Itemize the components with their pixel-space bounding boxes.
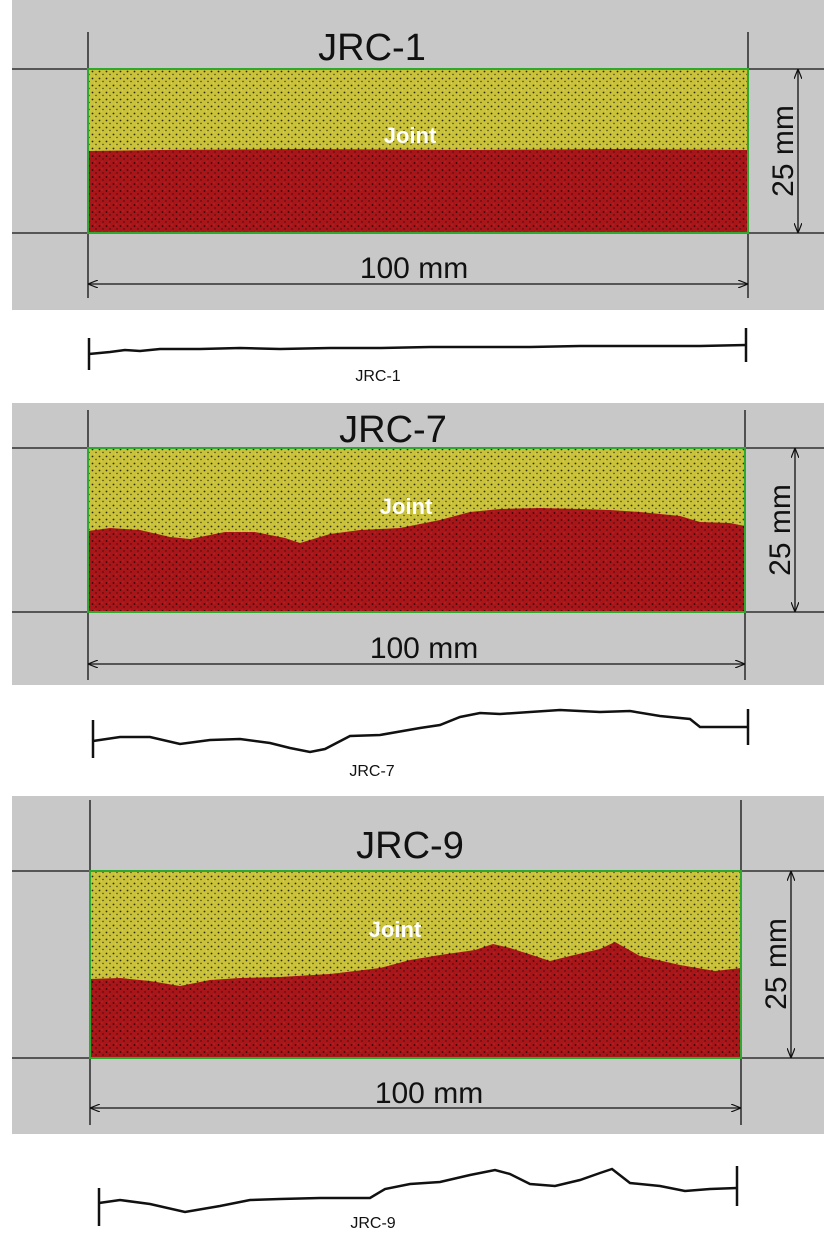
panel-title: JRC-9	[356, 825, 464, 867]
profile-jrc-7: JRC-7	[91, 708, 750, 780]
specimen-boundary	[87, 447, 746, 613]
length-label: 100 mm	[375, 1077, 483, 1110]
height-label: 25 mm	[764, 484, 797, 576]
length-label: 100 mm	[370, 632, 478, 665]
height-label: 25 mm	[767, 105, 800, 197]
profile-label: JRC-1	[355, 368, 400, 385]
profile-label: JRC-9	[350, 1215, 395, 1232]
joint-label: Joint	[369, 917, 422, 942]
panel-jrc-7: JRC-7 Joint 25 mm 100 mm	[12, 403, 824, 685]
profile-jrc-1: JRC-1	[87, 328, 748, 385]
profile-curve	[88, 343, 747, 356]
profile-jrc-9: JRC-9	[97, 1166, 739, 1232]
specimen-boundary	[89, 870, 742, 1059]
joint-label: Joint	[384, 123, 437, 148]
upper-block	[88, 448, 745, 543]
specimen-boundary	[87, 68, 749, 234]
profile-curve	[92, 708, 748, 754]
panel-jrc-1: JRC-1 Joint 25 mm 100 mm	[12, 0, 824, 310]
height-label: 25 mm	[760, 918, 793, 1010]
panel-title: JRC-7	[339, 409, 447, 451]
upper-block	[88, 69, 748, 151]
panel-title: JRC-1	[318, 27, 426, 69]
length-label: 100 mm	[360, 252, 468, 285]
panel-jrc-9: JRC-9 Joint 25 mm 100 mm	[12, 796, 824, 1134]
upper-block	[90, 871, 741, 986]
profile-label: JRC-7	[349, 763, 394, 780]
joint-label: Joint	[380, 494, 433, 519]
profile-curve	[98, 1167, 738, 1214]
